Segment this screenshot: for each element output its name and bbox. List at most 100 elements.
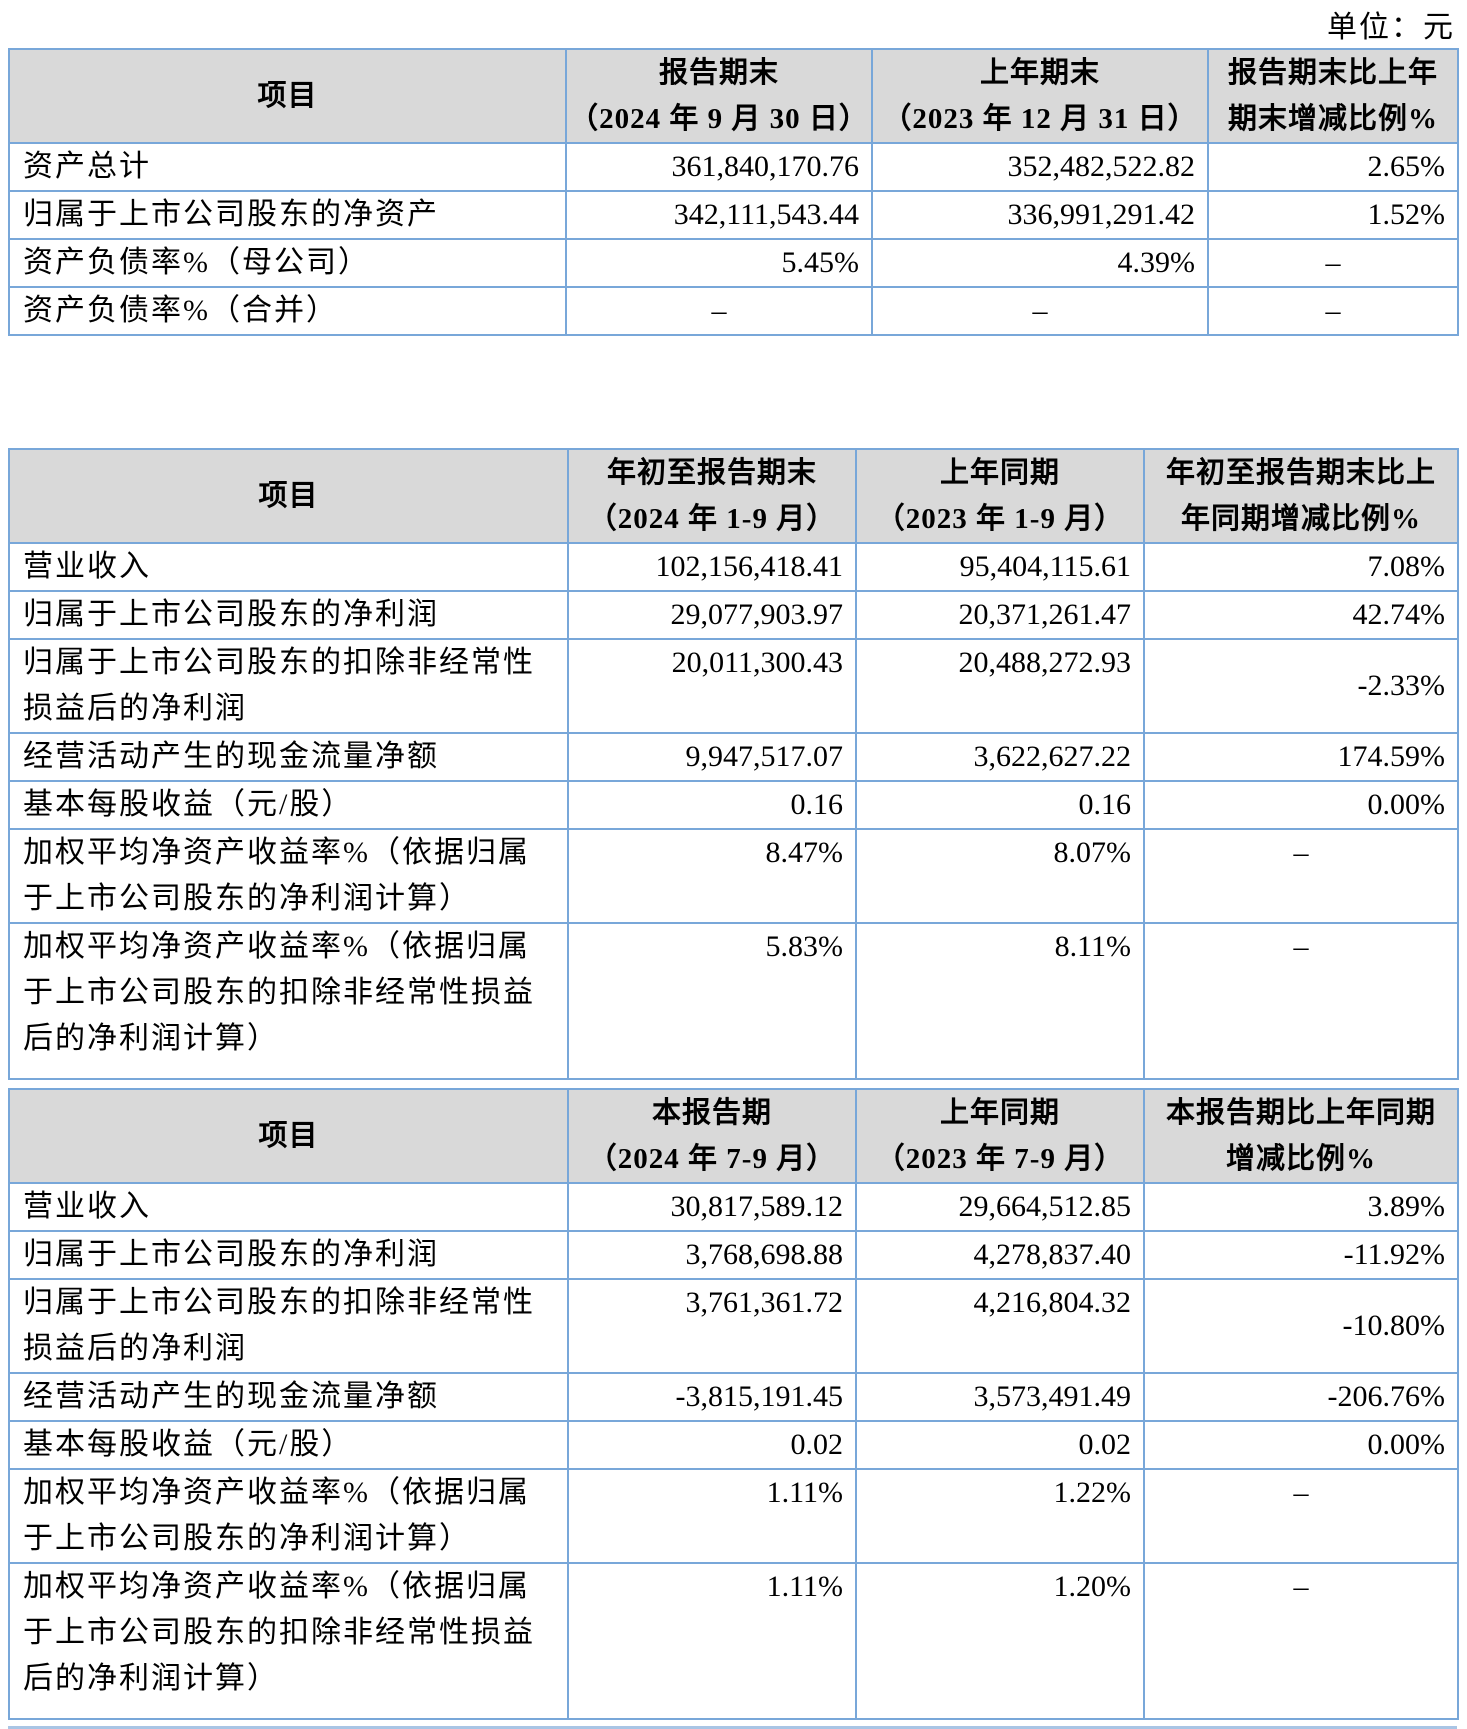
row-label: 经营活动产生的现金流量净额 bbox=[8, 732, 569, 782]
value-prior-period: 3,573,491.49 bbox=[855, 1372, 1145, 1422]
column-header: 上年同期 （2023 年 1-9 月） bbox=[855, 448, 1145, 544]
table-row: 加权平均净资产收益率%（依据归属于上市公司股东的净利润计算） 8.47% 8.07%… bbox=[8, 828, 1459, 924]
table-row: 归属于上市公司股东的扣除非经常性损益后的净利润 20,011,300.43 20,4… bbox=[8, 638, 1459, 734]
table-row: 资产负债率%（合并） – – – bbox=[8, 286, 1459, 336]
row-label: 营业收入 bbox=[8, 1182, 569, 1232]
value-prior-period: 1.20% bbox=[855, 1562, 1145, 1720]
column-header-line2: 增减比例% bbox=[1225, 1143, 1376, 1175]
change-ratio-cell: – bbox=[1143, 1468, 1459, 1564]
table-row: 营业收入 102,156,418.41 95,404,115.61 7.08% bbox=[8, 542, 1459, 592]
header-row: 项目 年初至报告期末 （2024 年 1-9 月） 上年同期 （2023 年 1-9 月… bbox=[8, 448, 1459, 544]
column-header: 年初至报告期末比上 年同期增减比例% bbox=[1143, 448, 1459, 544]
row-label: 营业收入 bbox=[8, 542, 569, 592]
row-label: 归属于上市公司股东的净资产 bbox=[8, 190, 567, 240]
column-header-line2: （2023 年 7-9 月） bbox=[875, 1143, 1125, 1175]
row-label: 经营活动产生的现金流量净额 bbox=[8, 1372, 569, 1422]
column-header: 本报告期 （2024 年 7-9 月） bbox=[567, 1088, 857, 1184]
column-header-line2: （2024 年 7-9 月） bbox=[587, 1143, 837, 1175]
value-current-period: 342,111,543.44 bbox=[565, 190, 873, 240]
value-prior-period: 95,404,115.61 bbox=[855, 542, 1145, 592]
value-current-period: 3,761,361.72 bbox=[567, 1278, 857, 1374]
table-row: 归属于上市公司股东的扣除非经常性损益后的净利润 3,761,361.72 4,216… bbox=[8, 1278, 1459, 1374]
row-label: 加权平均净资产收益率%（依据归属于上市公司股东的净利润计算） bbox=[8, 1468, 569, 1564]
row-label: 基本每股收益（元/股） bbox=[8, 780, 569, 830]
column-header-line1: 上年期末 bbox=[979, 57, 1100, 89]
row-label: 归属于上市公司股东的净利润 bbox=[8, 1230, 569, 1280]
value-current-period: 361,840,170.76 bbox=[565, 142, 873, 192]
column-header-line1: 本报告期 bbox=[651, 1097, 772, 1129]
value-prior-period: 29,664,512.85 bbox=[855, 1182, 1145, 1232]
change-ratio-cell: 0.00% bbox=[1143, 780, 1459, 830]
value-prior-period: 20,488,272.93 bbox=[855, 638, 1145, 734]
column-header-line1: 上年同期 bbox=[939, 457, 1060, 489]
column-header-line2: （2024 年 1-9 月） bbox=[587, 503, 837, 535]
value-prior-period: 336,991,291.42 bbox=[871, 190, 1209, 240]
column-header: 上年期末 （2023 年 12 月 31 日） bbox=[871, 48, 1209, 144]
change-ratio-cell: – bbox=[1207, 238, 1459, 288]
value-current-period: 102,156,418.41 bbox=[567, 542, 857, 592]
value-current-period: 1.11% bbox=[567, 1562, 857, 1720]
column-header: 年初至报告期末 （2024 年 1-9 月） bbox=[567, 448, 857, 544]
value-current-period: -3,815,191.45 bbox=[567, 1372, 857, 1422]
value-current-period: 0.02 bbox=[567, 1420, 857, 1470]
column-header-line2: （2024 年 9 月 30 日） bbox=[569, 103, 869, 135]
value-current-period: 1.11% bbox=[567, 1468, 857, 1564]
change-ratio-cell: – bbox=[1143, 1562, 1459, 1720]
column-header-line1: 报告期末 bbox=[658, 57, 779, 89]
column-header-line1: 上年同期 bbox=[939, 1097, 1060, 1129]
table-row: 基本每股收益（元/股） 0.16 0.16 0.00% bbox=[8, 780, 1459, 830]
change-ratio-cell: 174.59% bbox=[1143, 732, 1459, 782]
table-row: 加权平均净资产收益率%（依据归属于上市公司股东的扣除非经常性损益后的净利润计算）… bbox=[8, 922, 1459, 1080]
change-ratio-cell: -2.33% bbox=[1143, 638, 1459, 734]
row-label: 资产总计 bbox=[8, 142, 567, 192]
column-header-line1: 报告期末比上年 bbox=[1227, 57, 1438, 89]
column-header-line1: 年初至报告期末 bbox=[606, 457, 817, 489]
change-ratio-cell: – bbox=[1143, 828, 1459, 924]
column-header: 报告期末比上年 期末增减比例% bbox=[1207, 48, 1459, 144]
change-ratio-cell: 2.65% bbox=[1207, 142, 1459, 192]
value-current-period: 0.16 bbox=[567, 780, 857, 830]
row-label: 加权平均净资产收益率%（依据归属于上市公司股东的扣除非经常性损益后的净利润计算） bbox=[8, 1562, 569, 1720]
change-ratio-cell: 7.08% bbox=[1143, 542, 1459, 592]
value-prior-period: 0.02 bbox=[855, 1420, 1145, 1470]
column-header-line1: 年初至报告期末比上 bbox=[1165, 457, 1436, 489]
change-ratio-cell: – bbox=[1143, 922, 1459, 1080]
value-prior-period: 1.22% bbox=[855, 1468, 1145, 1564]
value-prior-period: 352,482,522.82 bbox=[871, 142, 1209, 192]
row-label: 基本每股收益（元/股） bbox=[8, 1420, 569, 1470]
row-label: 归属于上市公司股东的扣除非经常性损益后的净利润 bbox=[8, 638, 569, 734]
column-header-item: 项目 bbox=[8, 48, 567, 144]
table-row: 资产总计 361,840,170.76 352,482,522.82 2.65% bbox=[8, 142, 1459, 192]
document-page: 单位：元 项目 报告期末 （2024 年 9 月 30 日） 上年期末 （2023 年 … bbox=[0, 8, 1459, 1729]
value-current-period: 5.45% bbox=[565, 238, 873, 288]
value-prior-period: 4.39% bbox=[871, 238, 1209, 288]
change-ratio-cell: -10.80% bbox=[1143, 1278, 1459, 1374]
change-ratio-cell: 3.89% bbox=[1143, 1182, 1459, 1232]
table-row: 归属于上市公司股东的净利润 29,077,903.97 20,371,261.47 4… bbox=[8, 590, 1459, 640]
value-current-period: 9,947,517.07 bbox=[567, 732, 857, 782]
column-header-item: 项目 bbox=[8, 448, 569, 544]
change-ratio-cell: 0.00% bbox=[1143, 1420, 1459, 1470]
change-ratio-cell: – bbox=[1207, 286, 1459, 336]
value-prior-period: 4,278,837.40 bbox=[855, 1230, 1145, 1280]
table-row: 营业收入 30,817,589.12 29,664,512.85 3.89% bbox=[8, 1182, 1459, 1232]
row-label: 资产负债率%（合并） bbox=[8, 286, 567, 336]
unit-label: 单位：元 bbox=[1327, 11, 1455, 44]
value-current-period: 29,077,903.97 bbox=[567, 590, 857, 640]
column-header-line2: （2023 年 1-9 月） bbox=[875, 503, 1125, 535]
value-current-period: 5.83% bbox=[567, 922, 857, 1080]
table-row: 经营活动产生的现金流量净额 -3,815,191.45 3,573,491.49 -2… bbox=[8, 1372, 1459, 1422]
row-label: 资产负债率%（母公司） bbox=[8, 238, 567, 288]
change-ratio-cell: 1.52% bbox=[1207, 190, 1459, 240]
column-header: 报告期末 （2024 年 9 月 30 日） bbox=[565, 48, 873, 144]
table-row: 加权平均净资产收益率%（依据归属于上市公司股东的净利润计算） 1.11% 1.22%… bbox=[8, 1468, 1459, 1564]
value-current-period: – bbox=[565, 286, 873, 336]
value-prior-period: 8.11% bbox=[855, 922, 1145, 1080]
financial-table-3: 项目 本报告期 （2024 年 7-9 月） 上年同期 （2023 年 7-9 月） 本报… bbox=[8, 1088, 1459, 1720]
value-prior-period: 8.07% bbox=[855, 828, 1145, 924]
change-ratio-cell: -206.76% bbox=[1143, 1372, 1459, 1422]
column-header-item: 项目 bbox=[8, 1088, 569, 1184]
header-row: 项目 报告期末 （2024 年 9 月 30 日） 上年期末 （2023 年 12 月 … bbox=[8, 48, 1459, 144]
column-header: 上年同期 （2023 年 7-9 月） bbox=[855, 1088, 1145, 1184]
value-prior-period: 20,371,261.47 bbox=[855, 590, 1145, 640]
